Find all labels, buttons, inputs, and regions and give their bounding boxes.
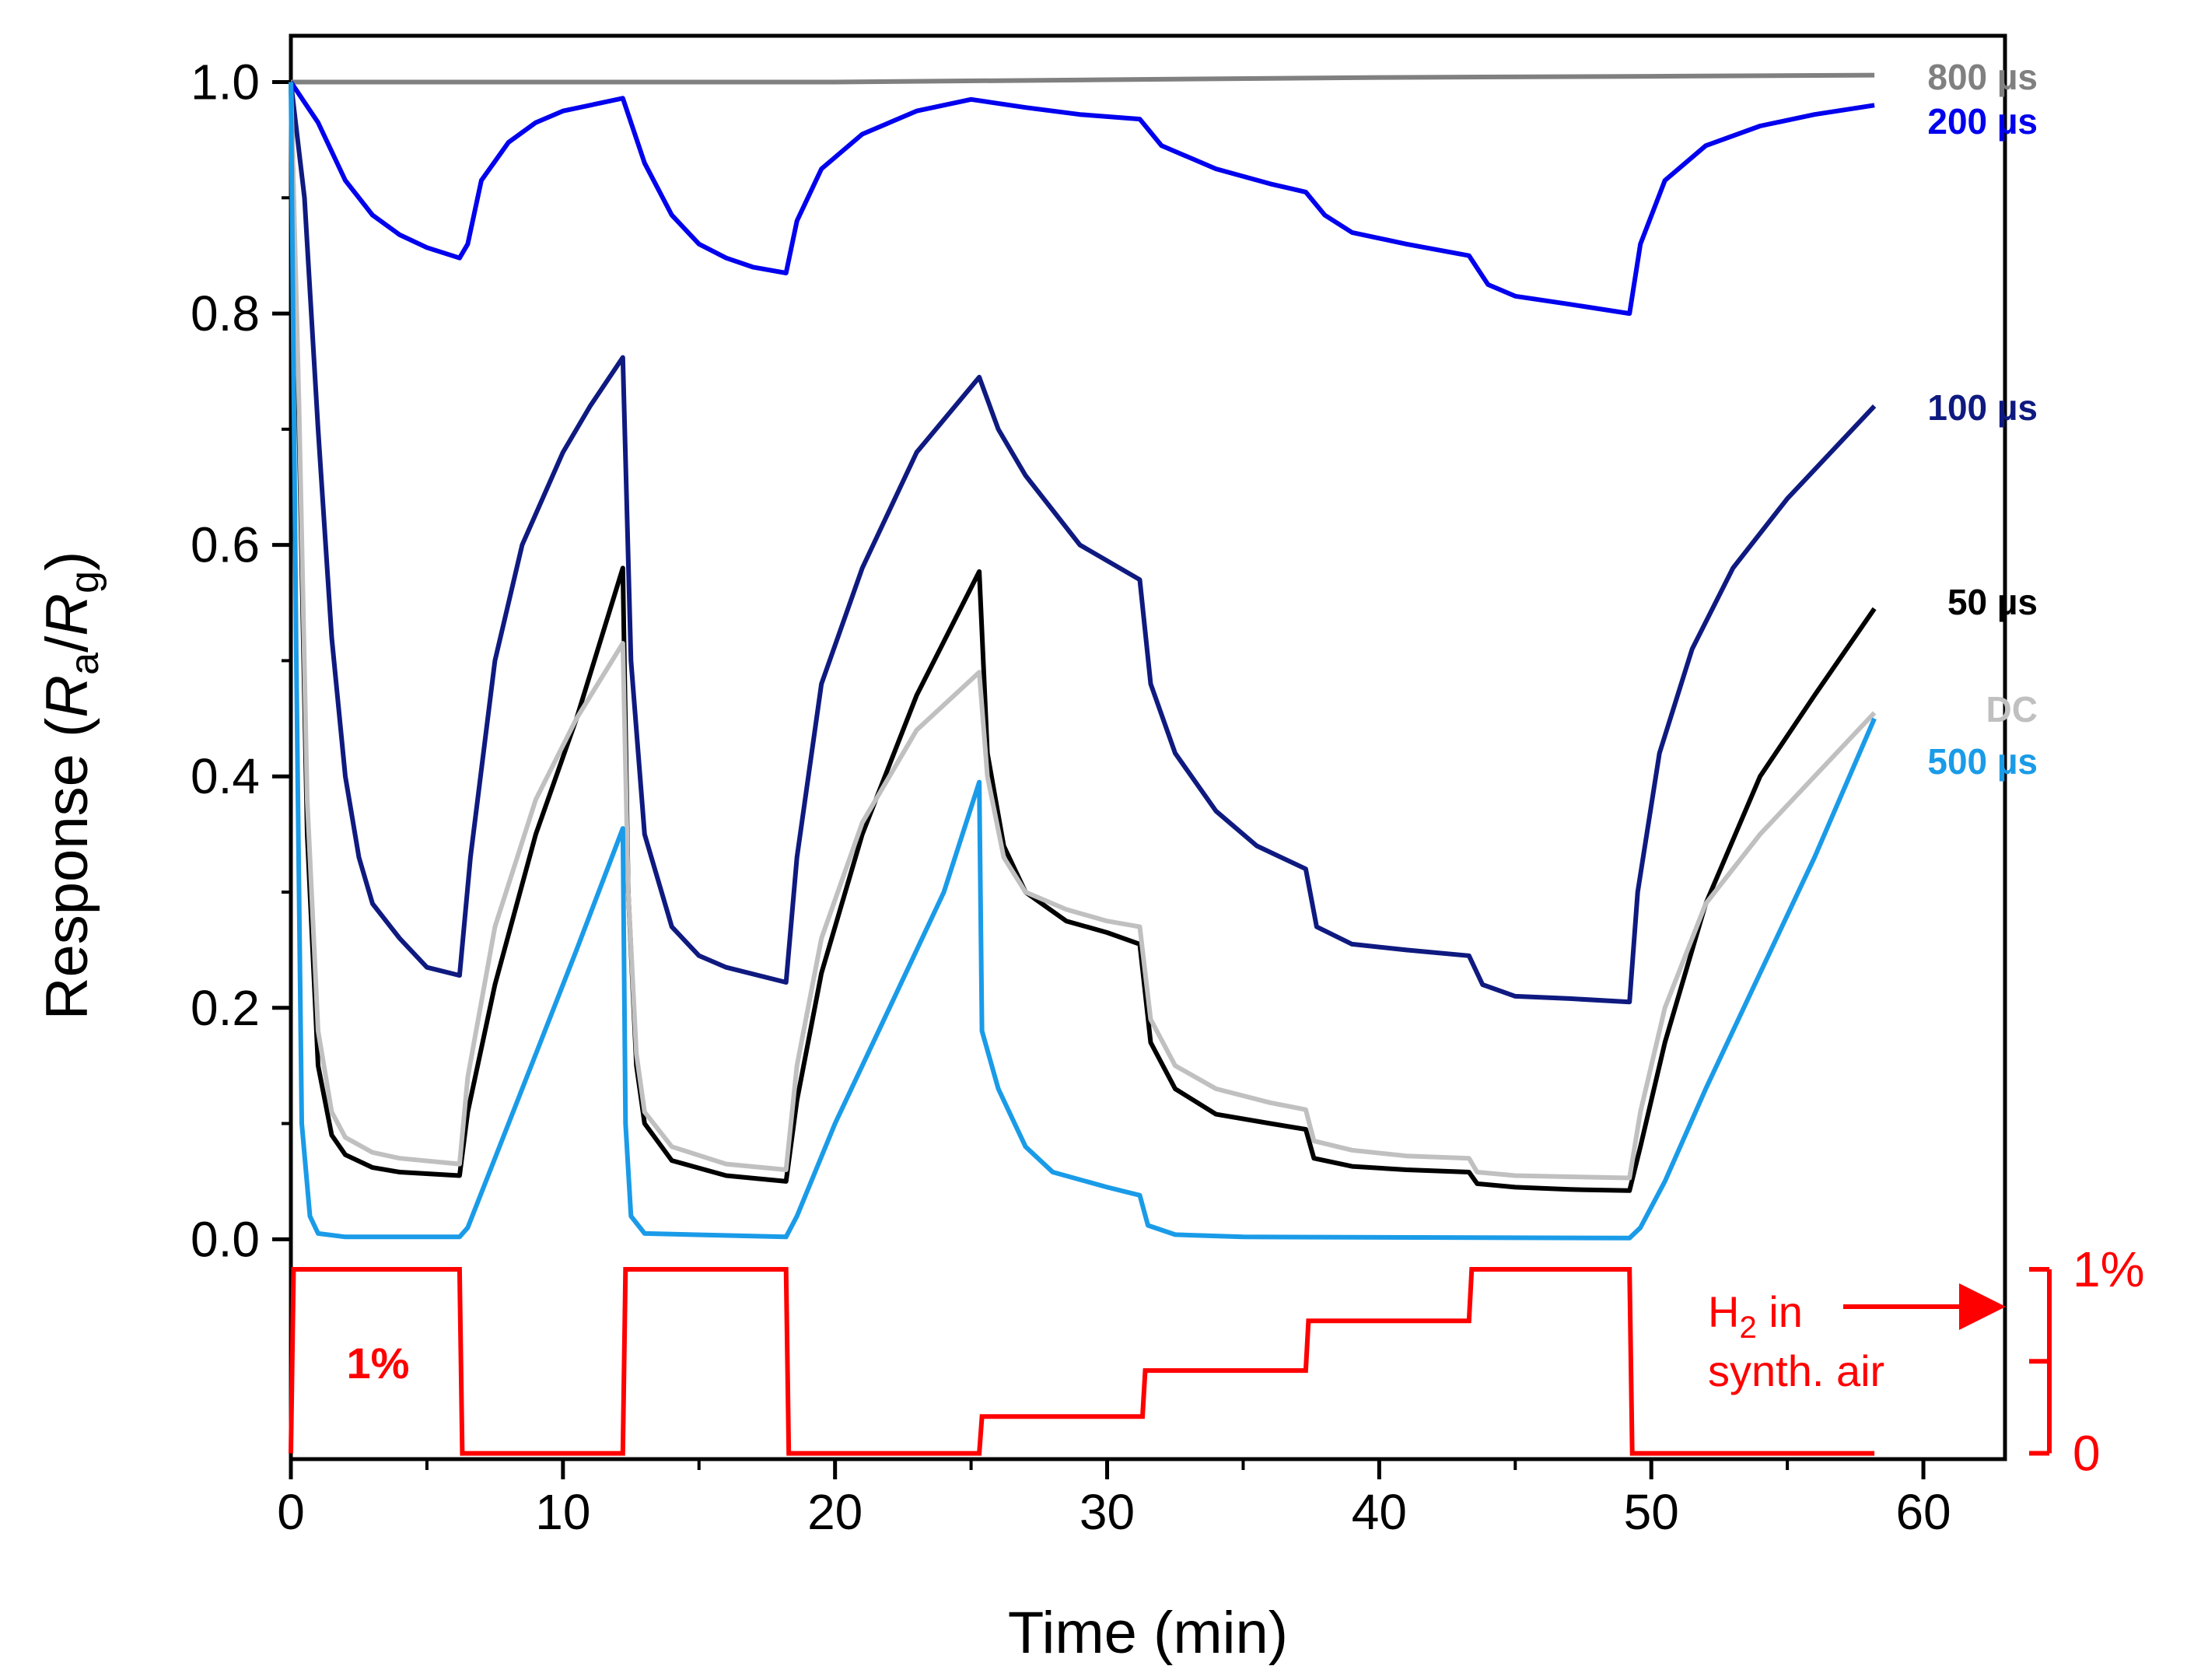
series-label: 500 µs bbox=[1927, 741, 2038, 782]
y-tick-label: 0.2 bbox=[191, 980, 260, 1036]
series-line-100-s bbox=[289, 82, 1877, 1005]
plot-frame bbox=[289, 33, 2007, 1461]
series-label: DC bbox=[1986, 689, 2038, 730]
series-label: 800 µs bbox=[1927, 57, 2038, 97]
h2-1pct-annotation: 1% bbox=[347, 1339, 410, 1388]
series-line-dc bbox=[289, 82, 1877, 1181]
y-axis-title: Response (Ra/Rg) bbox=[34, 551, 107, 1020]
right-axis-tick-label: 1% bbox=[2073, 1241, 2145, 1297]
y-tick-label: 0.8 bbox=[191, 285, 260, 341]
x-tick-label: 20 bbox=[807, 1484, 863, 1540]
x-tick-label: 30 bbox=[1080, 1484, 1135, 1540]
x-axis-ticks: 0 10 20 30 40 50 60 bbox=[277, 1459, 1951, 1540]
x-tick-label: 40 bbox=[1352, 1484, 1407, 1540]
series-line-500-s bbox=[289, 82, 1877, 1241]
series-line-800-s bbox=[291, 72, 1875, 85]
x-tick-label: 60 bbox=[1895, 1484, 1951, 1540]
series-label: 200 µs bbox=[1927, 101, 2038, 142]
x-tick-label: 50 bbox=[1624, 1484, 1679, 1540]
h2-label-line1: H2 in bbox=[1708, 1287, 1803, 1345]
series-label: 100 µs bbox=[1927, 387, 2038, 428]
x-tick-label: 10 bbox=[535, 1484, 590, 1540]
y-tick-label: 1.0 bbox=[191, 54, 260, 110]
x-axis-title: Time (min) bbox=[1008, 1600, 1288, 1666]
series-line-50-s bbox=[289, 82, 1877, 1193]
series-label: 50 µs bbox=[1947, 582, 2038, 622]
y-axis-ticks: 0.0 0.2 0.4 0.6 0.8 1.0 bbox=[191, 54, 291, 1267]
y-tick-label: 0.4 bbox=[191, 748, 260, 804]
y-tick-label: 0.6 bbox=[191, 517, 260, 573]
series-line-h2-signal bbox=[289, 1267, 1875, 1456]
y-tick-label: 0.0 bbox=[191, 1211, 260, 1267]
right-axis: 0 1% bbox=[2029, 1241, 2145, 1482]
series-lines bbox=[289, 72, 1877, 1456]
right-axis-tick-label: 0 bbox=[2073, 1426, 2101, 1482]
x-tick-label: 0 bbox=[277, 1484, 305, 1540]
series-line-200-s bbox=[289, 80, 1875, 317]
h2-label-line2: synth. air bbox=[1708, 1346, 1884, 1395]
